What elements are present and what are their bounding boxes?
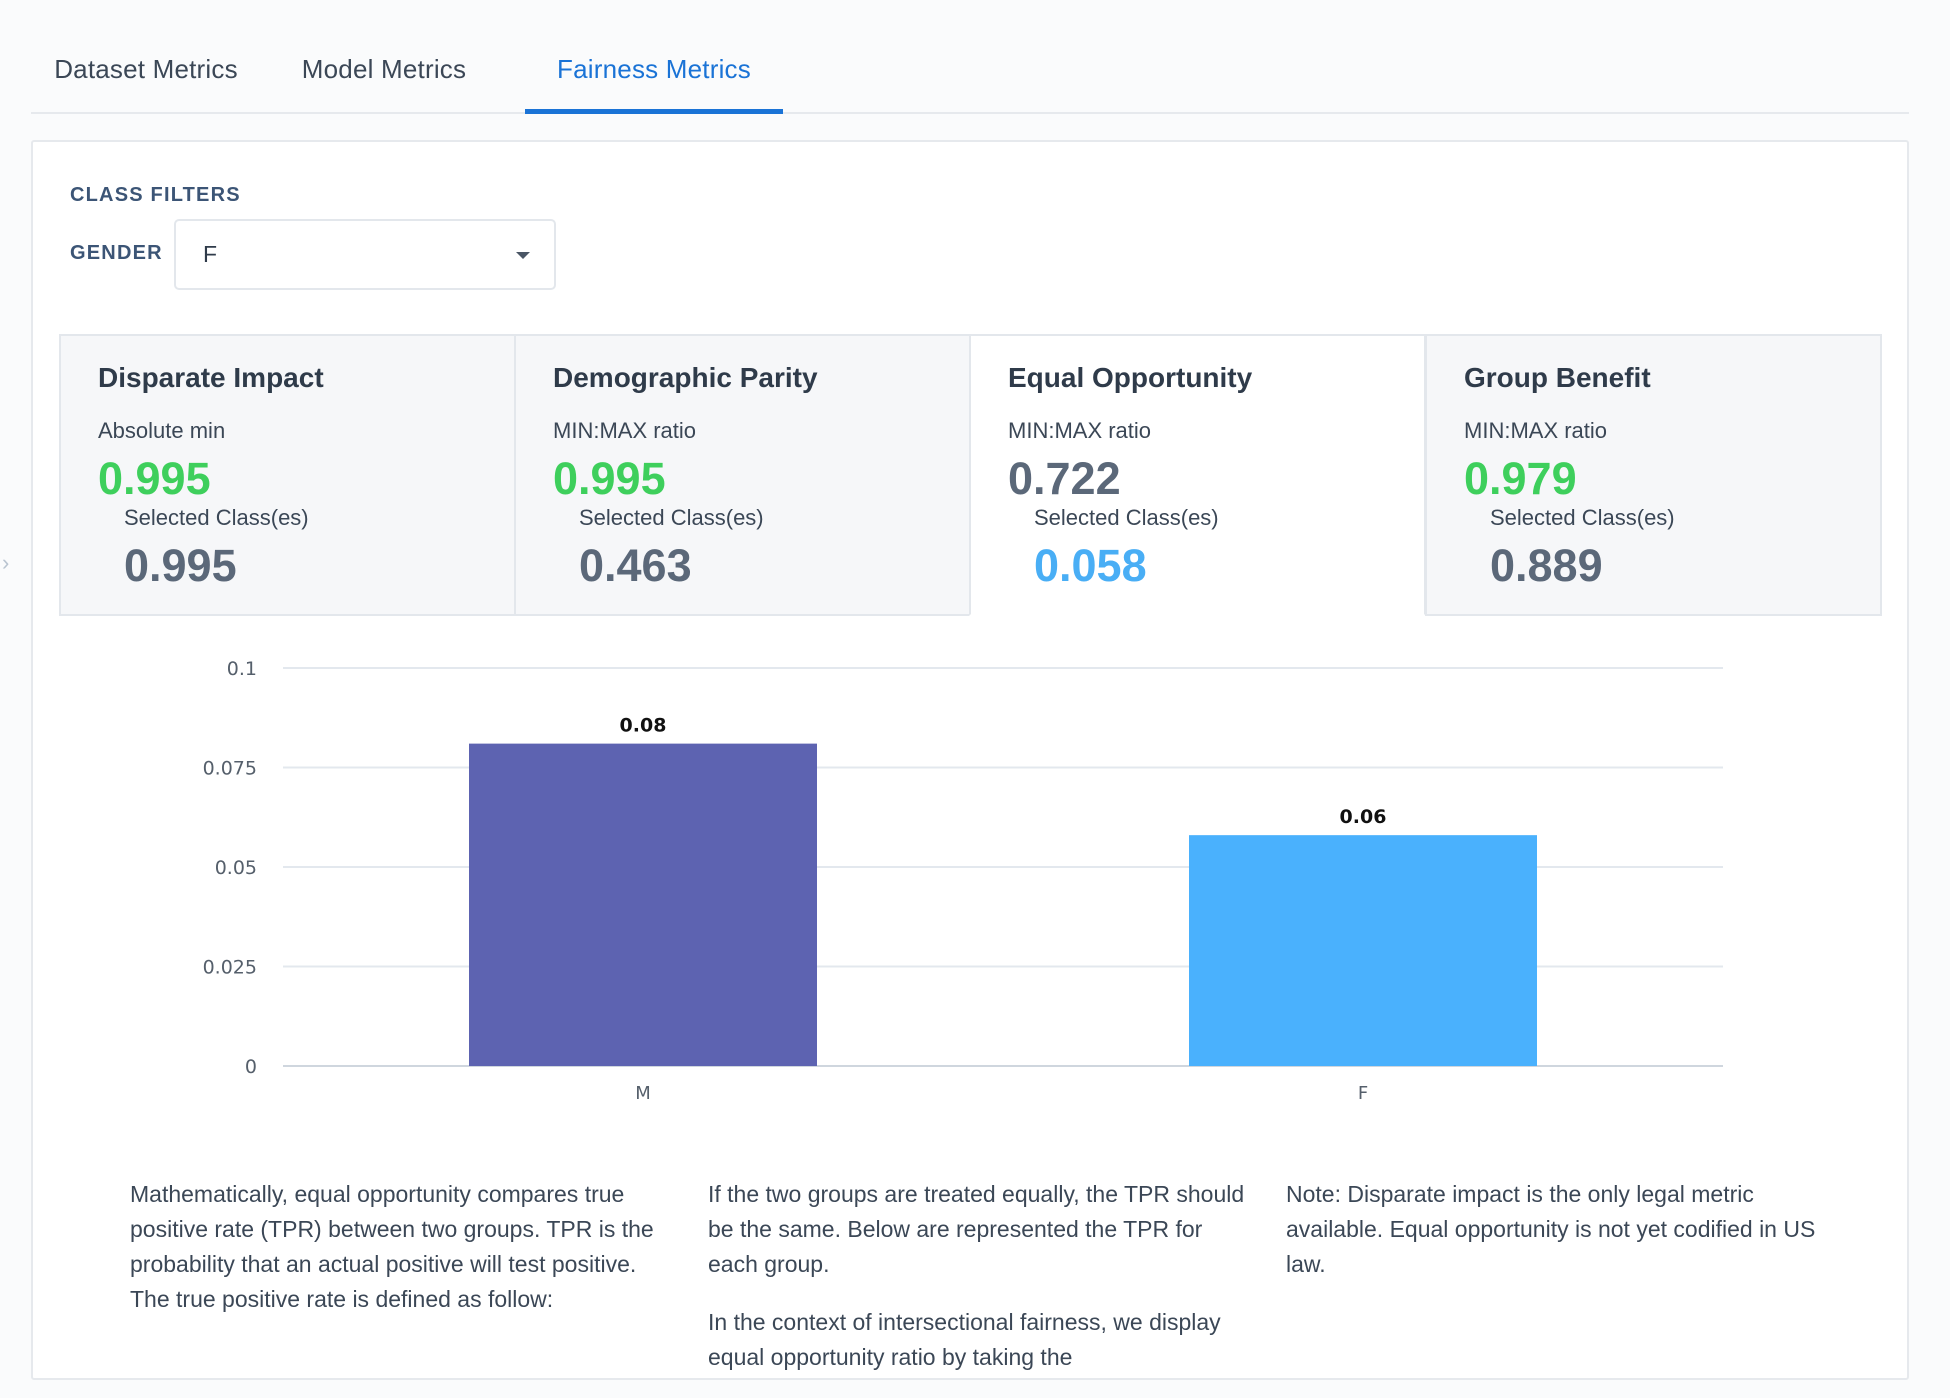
selected-class-value: 0.058 — [1034, 540, 1147, 591]
metric-cards: Disparate Impact Absolute min 0.995 Sele… — [59, 334, 1882, 616]
metric-card-disparate-impact[interactable]: Disparate Impact Absolute min 0.995 Sele… — [59, 334, 516, 616]
metric-title: Disparate Impact — [98, 362, 324, 393]
tpr-bar-chart: 0 0.025 0.05 0.075 0.1 0.08 M 0.06 F — [203, 658, 1723, 1104]
y-tick-label: 0.1 — [227, 658, 257, 680]
metric-title: Group Benefit — [1464, 362, 1651, 393]
metric-value: 0.722 — [1008, 453, 1121, 504]
selected-class-value: 0.889 — [1490, 540, 1603, 591]
gender-filter-label: GENDER — [70, 242, 163, 264]
metric-subtitle: MIN:MAX ratio — [553, 418, 697, 443]
metric-card-group-benefit[interactable]: Group Benefit MIN:MAX ratio 0.979 Select… — [1425, 334, 1882, 616]
x-tick-label: F — [1358, 1083, 1368, 1104]
bar-data-label: 0.06 — [1340, 806, 1387, 828]
gender-select[interactable]: F — [174, 219, 556, 290]
intersectional-fairness-text: In the context of intersectional fairnes… — [708, 1309, 1221, 1370]
y-tick-label: 0.025 — [203, 957, 257, 979]
metric-subtitle: MIN:MAX ratio — [1008, 418, 1152, 443]
metric-subtitle: Absolute min — [98, 418, 226, 443]
metric-value: 0.995 — [553, 453, 666, 504]
tab-fairness-metrics[interactable]: Fairness Metrics — [525, 30, 783, 114]
bar-m — [469, 743, 817, 1066]
description-column-3: Note: Disparate impact is the only legal… — [1286, 1177, 1826, 1305]
selected-class-label: Selected Class(es) — [579, 505, 764, 530]
selected-class-value: 0.995 — [124, 540, 237, 591]
class-filters-heading: CLASS FILTERS — [70, 184, 241, 206]
metric-title: Demographic Parity — [553, 362, 818, 393]
tpr-comparison-text: If the two groups are treated equally, t… — [708, 1181, 1245, 1277]
selected-class-label: Selected Class(es) — [1034, 505, 1219, 530]
legal-note: Note: Disparate impact is the only legal… — [1286, 1181, 1816, 1277]
gender-select-value: F — [203, 241, 218, 267]
equal-opportunity-definition: Mathematically, equal opportunity compar… — [130, 1181, 654, 1312]
bar-data-label: 0.08 — [620, 715, 667, 737]
x-tick-label: M — [635, 1083, 651, 1104]
tab-model-metrics[interactable]: Model Metrics — [301, 54, 467, 84]
metric-value: 0.995 — [98, 453, 211, 504]
selected-class-label: Selected Class(es) — [1490, 505, 1675, 530]
chevron-down-icon — [516, 252, 530, 259]
y-tick-label: 0.075 — [203, 758, 257, 780]
description-column-2: If the two groups are treated equally, t… — [708, 1177, 1248, 1398]
metric-title: Equal Opportunity — [1008, 362, 1253, 393]
tab-dataset-metrics[interactable]: Dataset Metrics — [54, 54, 238, 84]
metric-card-demographic-parity[interactable]: Demographic Parity MIN:MAX ratio 0.995 S… — [514, 334, 971, 616]
metric-value: 0.979 — [1464, 453, 1577, 504]
metric-subtitle: MIN:MAX ratio — [1464, 418, 1608, 443]
bar-f — [1189, 835, 1537, 1066]
selected-class-label: Selected Class(es) — [124, 505, 309, 530]
selected-class-value: 0.463 — [579, 540, 692, 591]
y-tick-label: 0 — [245, 1056, 257, 1078]
expand-sidebar-chevron-icon[interactable]: › — [2, 550, 10, 575]
fairness-panel: CLASS FILTERS GENDER F Disparate Impact … — [31, 140, 1909, 1380]
metrics-tabs: Dataset Metrics Model Metrics Fairness M… — [31, 30, 1909, 114]
metric-card-equal-opportunity[interactable]: Equal Opportunity MIN:MAX ratio 0.722 Se… — [969, 334, 1426, 616]
description-column-1: Mathematically, equal opportunity compar… — [130, 1177, 670, 1340]
y-tick-label: 0.05 — [215, 857, 257, 879]
